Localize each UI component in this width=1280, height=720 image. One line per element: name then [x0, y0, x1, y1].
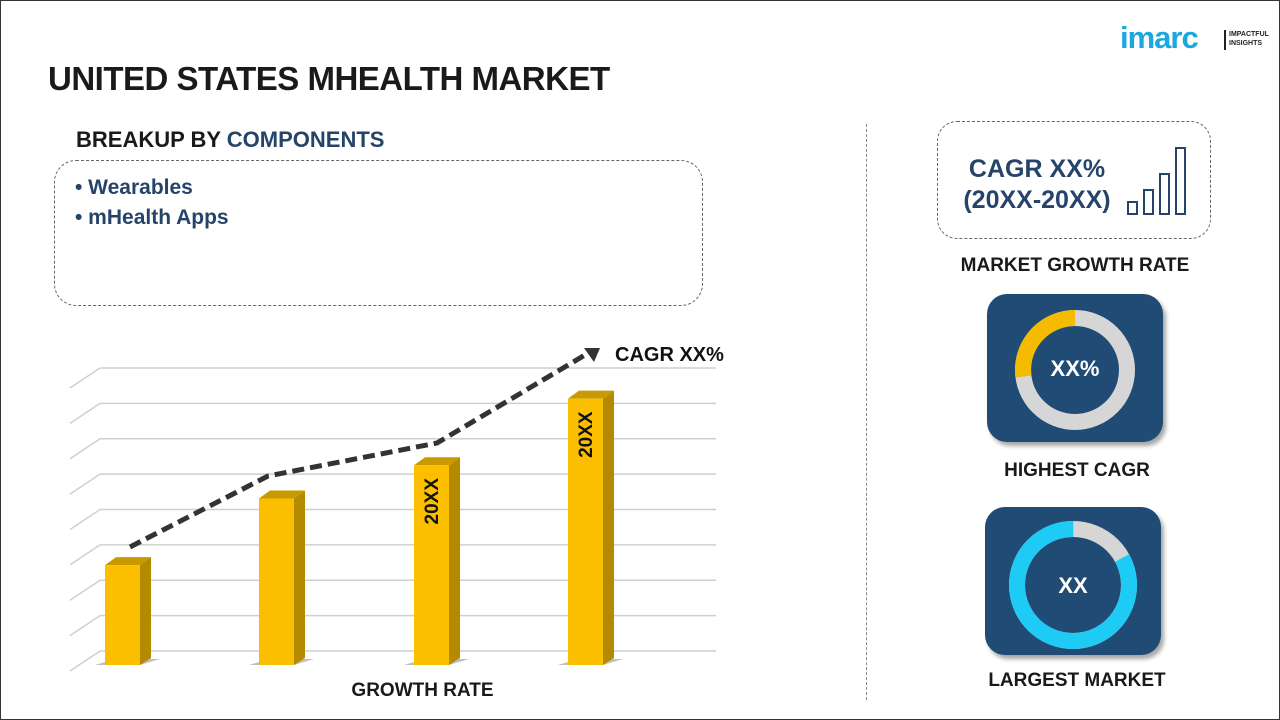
cagr-text: CAGR XX% (20XX-20XX)	[952, 154, 1122, 216]
bar-top	[568, 390, 614, 399]
cagr-line2: (20XX-20XX)	[963, 186, 1111, 214]
cagr-box: CAGR XX% (20XX-20XX)	[937, 121, 1211, 239]
list-item: • mHealth Apps	[75, 206, 229, 229]
bar-label: 20XX	[576, 411, 597, 458]
grid-diagonal	[69, 544, 101, 566]
logo-tagline: IMPACTFUL INSIGHTS	[1229, 30, 1269, 48]
components-list: • Wearables • mHealth Apps	[54, 160, 703, 306]
grid-diagonal	[69, 615, 101, 637]
highest-cagr-donut	[1015, 310, 1135, 430]
bar-side	[603, 390, 614, 665]
logo-tagline-1: IMPACTFUL	[1229, 31, 1269, 38]
highest-cagr-card: XX%	[987, 294, 1163, 442]
bar-top	[259, 490, 305, 499]
bar-growth-icon	[1127, 147, 1186, 215]
largest-market-label: LARGEST MARKET	[988, 670, 1166, 691]
bar	[105, 565, 140, 665]
imarc-logo: imarc IMPACTFUL INSIGHTS	[1120, 12, 1270, 55]
logo-tagline-2: INSIGHTS	[1229, 40, 1263, 47]
list-item: • Wearables	[75, 176, 193, 199]
highest-cagr-label: HIGHEST CAGR	[1004, 460, 1150, 481]
x-axis-label: GROWTH RATE	[351, 680, 494, 701]
largest-market-donut	[1009, 521, 1137, 649]
grid-diagonal	[69, 650, 101, 672]
breakup-heading: BREAKUP BY COMPONENTS	[76, 127, 384, 153]
cagr-line1: CAGR XX%	[968, 155, 1106, 183]
logo-wordmark: imarc	[1120, 20, 1199, 55]
grid-diagonal	[69, 402, 101, 424]
grid-diagonal	[69, 473, 101, 495]
bar	[568, 398, 603, 665]
bar-side	[449, 457, 460, 665]
largest-market-card: XX	[985, 507, 1161, 655]
bar	[414, 465, 449, 665]
grid-diagonal	[69, 508, 101, 531]
trend-line	[128, 349, 592, 550]
cagr-annotation: CAGR XX%	[615, 344, 724, 366]
bar-side	[294, 490, 305, 665]
grid-diagonal	[69, 579, 101, 601]
breakup-highlight: COMPONENTS	[226, 127, 385, 152]
bar-label: 20XX	[422, 478, 443, 525]
market-growth-label: MARKET GROWTH RATE	[960, 255, 1190, 276]
highest-cagr-value: XX%	[1050, 356, 1100, 381]
bar	[259, 498, 294, 665]
bar-side	[140, 557, 151, 665]
page-title: UNITED STATES MHEALTH MARKET	[48, 60, 610, 97]
divider	[866, 124, 867, 700]
logo-divider	[1224, 30, 1226, 50]
growth-chart: 20XX 20XX CAGR XX%	[69, 344, 724, 672]
grid-diagonal	[69, 367, 101, 389]
bar-top	[105, 557, 151, 566]
breakup-prefix: BREAKUP BY	[76, 127, 227, 152]
bar-top	[414, 457, 460, 466]
trend-arrowhead	[584, 348, 600, 362]
grid-diagonal	[69, 438, 101, 460]
largest-market-value: XX	[1058, 573, 1088, 598]
